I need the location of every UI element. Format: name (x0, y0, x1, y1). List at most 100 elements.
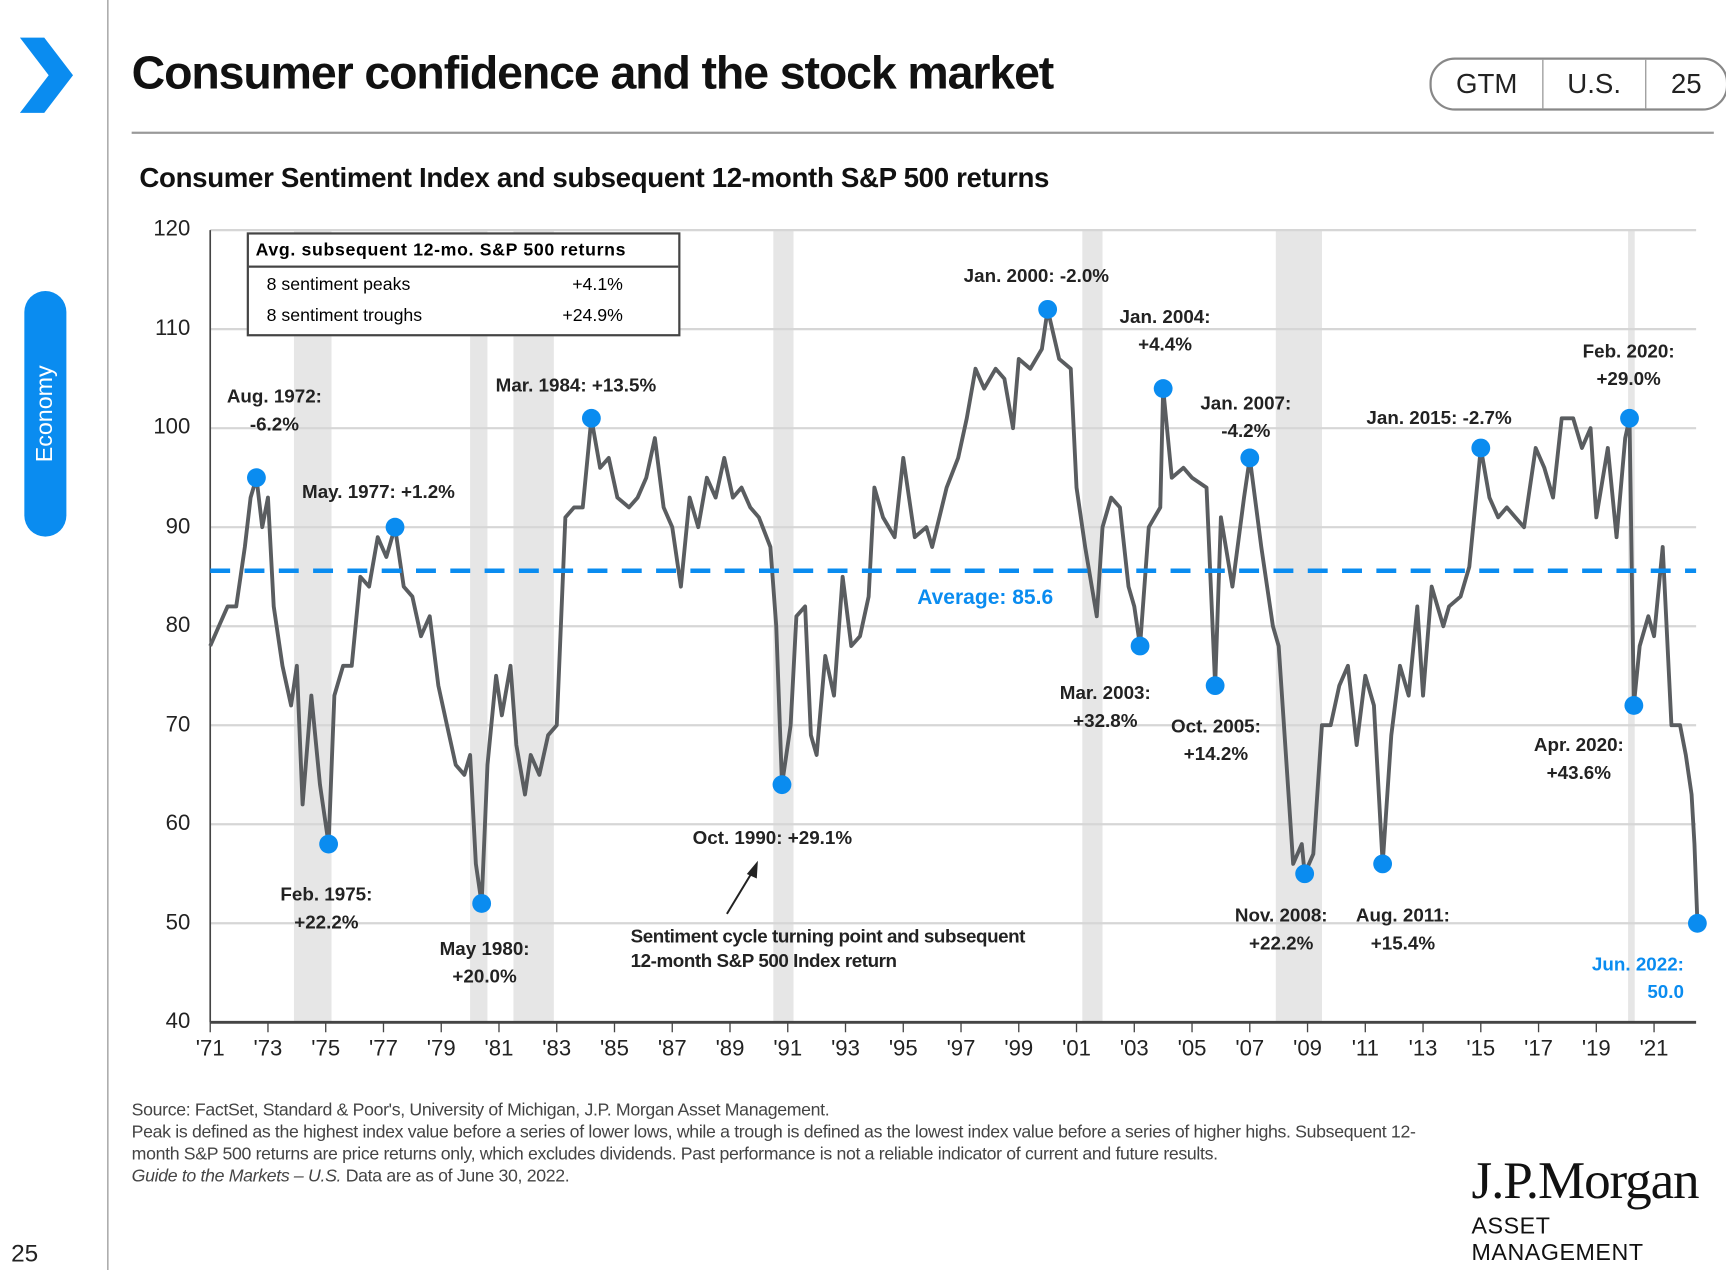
badge-page: 25 (1645, 59, 1726, 109)
marker-label-line: Mar. 2003: (1059, 682, 1151, 704)
marker-label-line: May 1980: (439, 938, 530, 960)
x-tick-label: '85 (600, 1036, 629, 1062)
x-tick-label: '13 (1408, 1036, 1438, 1062)
y-tick-label: 100 (153, 414, 191, 440)
footnotes: Source: FactSet, Standard & Poor's, Univ… (132, 1100, 1449, 1189)
marker-label: Mar. 1984: +13.5% (496, 372, 657, 400)
peak-trough-marker (1620, 408, 1639, 428)
x-tick-label: '91 (773, 1036, 803, 1062)
guide-title: Guide to the Markets – U.S. (131, 1167, 342, 1187)
page-title: Consumer confidence and the stock market (131, 46, 1055, 99)
marker-label: Nov. 2008: +22.2% (1235, 902, 1328, 957)
peak-trough-marker (1240, 448, 1260, 468)
footnote-source: Source: FactSet, Standard & Poor's, Univ… (131, 1100, 830, 1120)
marker-label-line: Apr. 2020: (1533, 734, 1624, 756)
marker-label: Apr. 2020: +43.6% (1534, 731, 1624, 786)
x-tick-label: '15 (1466, 1036, 1496, 1062)
x-tick-label: '97 (946, 1036, 976, 1062)
peak-trough-marker (1687, 913, 1707, 933)
marker-label: Oct. 2005: +14.2% (1171, 713, 1261, 768)
y-tick-label: 80 (165, 612, 191, 638)
marker-label-line: May. 1977: +1.2% (302, 481, 455, 503)
marker-label-line: Jan. 2004: (1119, 306, 1211, 328)
y-tick-label: 60 (165, 810, 191, 836)
y-tick-label: 110 (155, 315, 191, 341)
annotation-arrow (726, 871, 754, 915)
badge-region: U.S. (1541, 59, 1646, 109)
x-tick-label: '19 (1581, 1036, 1611, 1062)
marker-label-line: +14.2% (1183, 743, 1249, 765)
x-tick-label: '71 (195, 1036, 225, 1062)
legend-value: +24.9% (562, 306, 623, 326)
average-label: Average: 85.6 (917, 586, 1054, 610)
marker-label-line: Jan. 2007: (1200, 392, 1292, 414)
legend-row-peaks: 8 sentiment peaks +4.1% (249, 268, 678, 299)
marker-label: Aug. 1972: -6.2% (227, 383, 322, 438)
marker-label-line: Nov. 2008: (1234, 905, 1328, 927)
x-tick-label: '09 (1293, 1036, 1322, 1062)
marker-label: Jan. 2000: -2.0% (964, 262, 1109, 290)
peak-trough-marker (247, 468, 266, 488)
marker-label-line: Jun. 2022: (1591, 953, 1684, 975)
marker-label-line: +29.0% (1596, 368, 1661, 390)
footnote-guide: Guide to the Markets – U.S. Data are as … (132, 1166, 1449, 1188)
legend-value: +4.1% (572, 275, 623, 295)
sidebar-divider (107, 0, 109, 1270)
x-tick-label: '89 (715, 1036, 745, 1062)
y-tick-label: 120 (153, 216, 191, 242)
marker-label: Mar. 2003: +32.8% (1060, 679, 1151, 734)
x-tick-label: '01 (1062, 1036, 1091, 1062)
x-tick-label: '77 (369, 1036, 398, 1062)
marker-label: Jan. 2007: -4.2% (1200, 389, 1291, 444)
marker-label-line: +32.8% (1073, 710, 1138, 732)
legend-box: Avg. subsequent 12-mo. S&P 500 returns 8… (246, 232, 681, 337)
x-tick-label: '81 (484, 1036, 514, 1062)
peak-trough-marker (1295, 864, 1315, 884)
marker-label: Feb. 1975: +22.2% (280, 881, 372, 936)
annotation-line: 12-month S&P 500 Index return (630, 950, 897, 972)
title-divider (131, 131, 1714, 134)
page-badge: GTM U.S. 25 (1429, 57, 1726, 111)
peak-trough-marker (319, 834, 339, 854)
legend-header: Avg. subsequent 12-mo. S&P 500 returns (248, 235, 679, 268)
marker-label-line: +20.0% (452, 965, 517, 987)
marker-label-line: Jan. 2000: -2.0% (963, 265, 1110, 287)
x-tick-label: '99 (1004, 1036, 1034, 1062)
section-tab-economy[interactable]: Economy (24, 290, 67, 537)
arrowhead-icon (746, 860, 758, 879)
peak-trough-marker (581, 408, 601, 428)
marker-label-line: -6.2% (249, 413, 299, 435)
marker-label-line: Oct. 2005: (1170, 715, 1261, 737)
marker-label: Jun. 2022: 50.0 (1571, 950, 1684, 1005)
peak-trough-marker (1038, 299, 1058, 319)
marker-label: Feb. 2020: +29.0% (1583, 337, 1675, 392)
x-tick-label: '73 (253, 1036, 283, 1062)
peak-trough-marker (1471, 438, 1491, 458)
legend-row-troughs: 8 sentiment troughs +24.9% (249, 299, 678, 330)
marker-label-line: +22.2% (294, 911, 359, 933)
y-tick-label: 50 (165, 910, 191, 935)
y-tick-label: 70 (165, 711, 191, 737)
annotation-text: Sentiment cycle turning point and subseq… (630, 925, 1026, 974)
marker-label-line: +22.2% (1249, 932, 1314, 954)
peak-trough-marker (1624, 696, 1644, 715)
marker-label-line: Jan. 2015: -2.7% (1366, 407, 1512, 429)
y-tick-label: 40 (165, 1009, 191, 1034)
jpmorgan-logo: J.P.Morgan ASSET MANAGEMENT (1472, 1151, 1726, 1267)
marker-label-line: +15.4% (1370, 932, 1436, 954)
x-tick-label: '95 (888, 1036, 918, 1062)
marker-label: May 1980: +20.0% (440, 935, 530, 990)
marker-label-line: 50.0 (1647, 981, 1684, 1003)
x-tick-label: '75 (311, 1036, 341, 1062)
marker-label-line: +43.6% (1546, 762, 1611, 784)
peak-trough-marker (1153, 379, 1173, 398)
marker-label-line: +4.4% (1138, 334, 1192, 356)
x-tick-label: '79 (426, 1036, 456, 1062)
chevron-right-icon (19, 37, 74, 113)
x-tick-label: '11 (1351, 1036, 1379, 1062)
x-tick-label: '05 (1177, 1036, 1207, 1062)
x-tick-label: '17 (1524, 1036, 1553, 1062)
x-tick-label: '87 (657, 1036, 687, 1062)
peak-trough-marker (1205, 676, 1225, 696)
